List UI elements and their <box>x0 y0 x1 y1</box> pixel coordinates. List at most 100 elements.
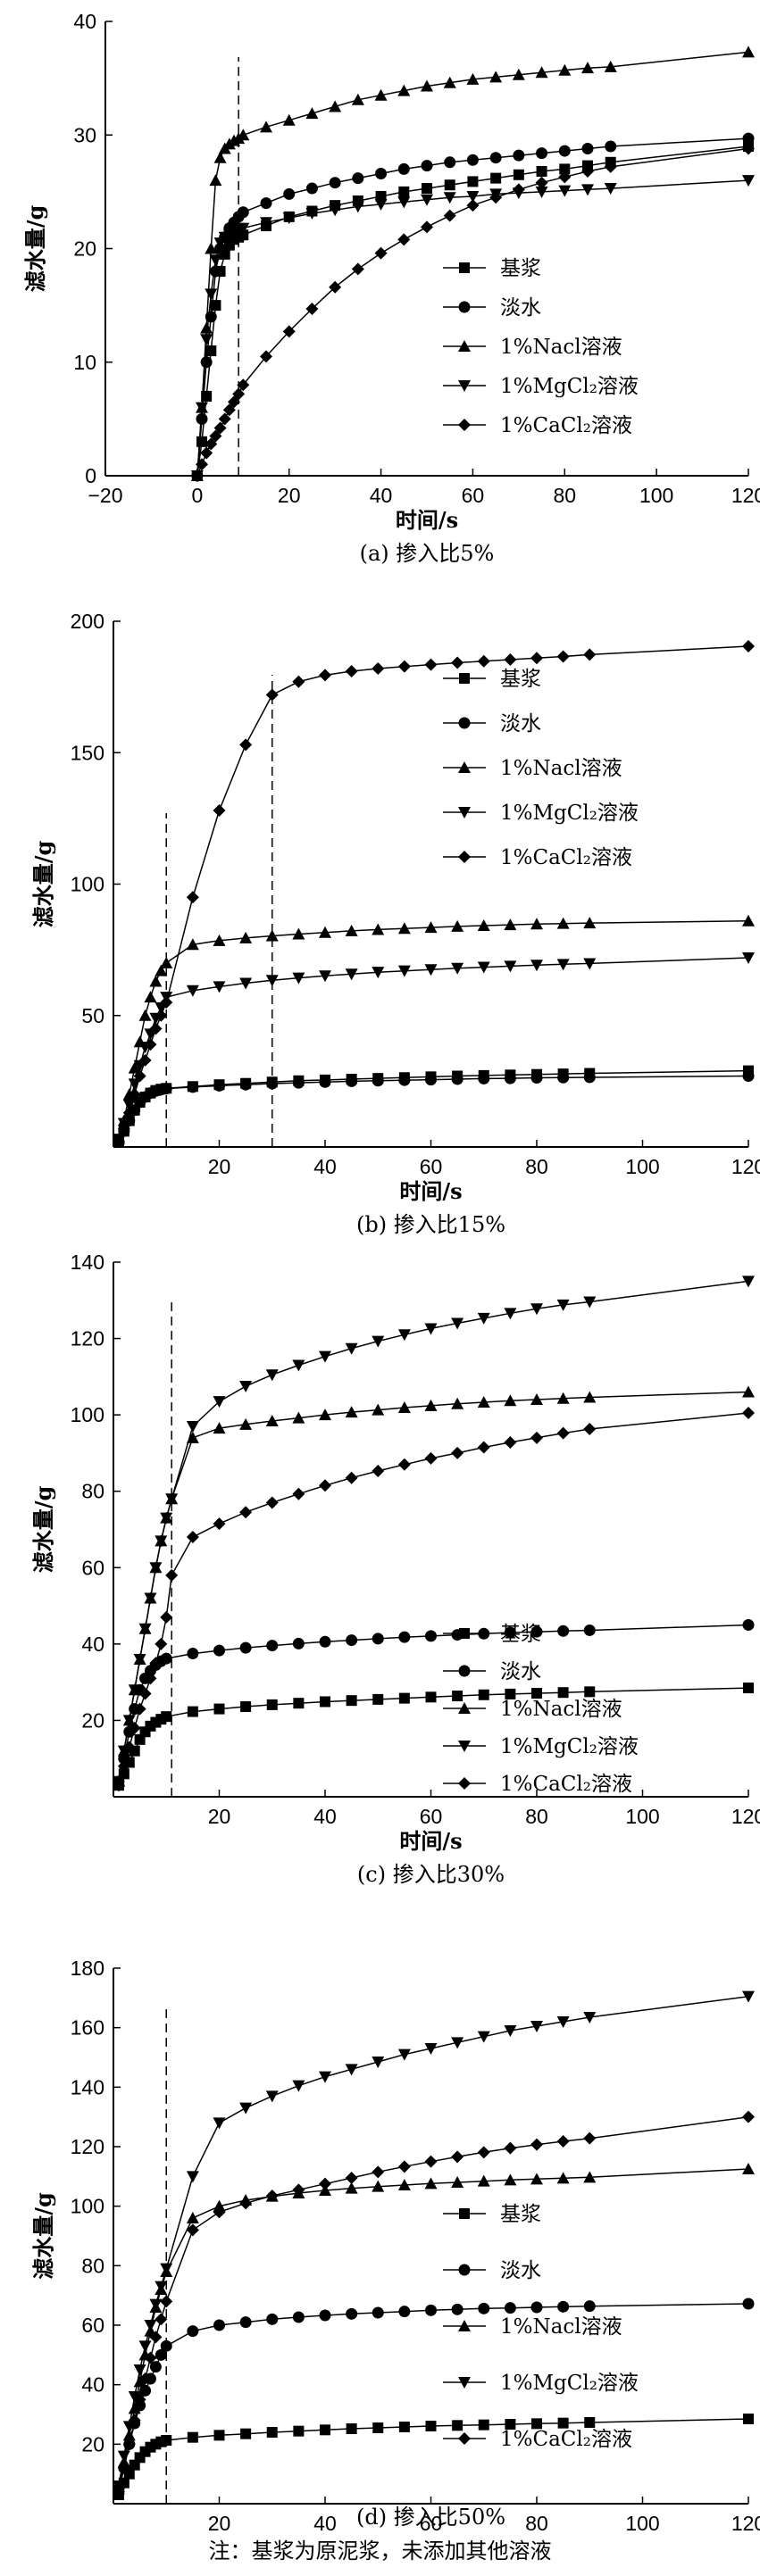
data-point <box>155 964 168 976</box>
data-point <box>742 1069 755 1082</box>
data-point <box>144 1592 157 1605</box>
data-point <box>292 675 305 688</box>
data-point <box>742 914 755 927</box>
data-point <box>556 959 570 971</box>
data-point <box>133 2364 146 2376</box>
x-tick-label: 120 <box>731 484 760 507</box>
data-point <box>374 246 388 260</box>
data-point <box>161 1711 172 1723</box>
data-point <box>292 1487 305 1500</box>
data-point <box>374 198 388 211</box>
data-point <box>556 650 570 663</box>
data-point <box>424 2043 438 2055</box>
data-point <box>265 1369 279 1382</box>
data-point <box>466 199 480 212</box>
series-5 <box>112 1407 755 1792</box>
data-point <box>504 2141 517 2155</box>
data-point <box>149 1657 163 1670</box>
data-point <box>186 891 199 904</box>
data-point <box>149 2331 163 2344</box>
data-point <box>205 437 218 451</box>
data-point <box>149 2361 162 2373</box>
data-point <box>530 1431 543 1444</box>
data-point <box>556 1299 570 1311</box>
legend-label: 1%Nacl溶液 <box>500 1698 622 1721</box>
data-point <box>160 1512 173 1525</box>
data-point <box>144 2351 157 2364</box>
data-point <box>265 2090 279 2103</box>
data-point <box>742 2163 755 2174</box>
data-point <box>421 79 433 92</box>
data-point <box>490 172 502 184</box>
x-tick-label: 20 <box>208 1155 231 1178</box>
x-tick-label: 120 <box>731 1155 760 1178</box>
data-point <box>536 147 548 160</box>
data-point <box>477 654 490 668</box>
data-point <box>451 1317 464 1330</box>
data-point <box>265 975 279 987</box>
data-point <box>583 2171 597 2183</box>
data-point <box>557 1687 569 1699</box>
data-point <box>239 931 253 943</box>
data-point <box>319 1635 331 1648</box>
data-point <box>292 1411 305 1424</box>
data-point <box>260 120 272 133</box>
y-tick-label: 60 <box>81 1556 104 1579</box>
legend-label: 基浆 <box>500 2203 541 2226</box>
data-point <box>160 1652 172 1665</box>
y-tick-label: 10 <box>73 351 96 374</box>
data-point <box>451 2303 464 2315</box>
data-point <box>186 1531 199 1544</box>
data-point <box>292 2311 305 2323</box>
y-tick-label: 180 <box>71 1957 104 1980</box>
series-1 <box>113 1683 754 1791</box>
data-point <box>742 639 755 652</box>
data-point <box>160 1610 173 1624</box>
data-point <box>187 2325 199 2338</box>
data-point <box>583 2300 596 2313</box>
data-point <box>160 2339 172 2352</box>
legend-marker <box>458 1741 471 1752</box>
y-tick-label: 100 <box>71 2195 104 2218</box>
data-point <box>200 321 213 334</box>
x-tick-label: 40 <box>313 1155 337 1178</box>
series-4 <box>190 175 755 482</box>
data-point <box>372 967 385 979</box>
data-point <box>424 1451 438 1465</box>
legend-marker <box>458 2432 471 2445</box>
data-point <box>266 1699 278 1710</box>
data-point <box>213 1079 225 1092</box>
data-point <box>320 2424 330 2436</box>
data-point <box>345 924 358 936</box>
y-tick-label: 20 <box>73 237 96 261</box>
data-point <box>293 1698 305 1709</box>
data-point <box>292 2080 305 2092</box>
series-2 <box>113 2298 755 2495</box>
data-point <box>187 1081 199 1093</box>
x-tick-label: 120 <box>731 1805 760 1828</box>
series-2 <box>113 1618 755 1788</box>
data-point <box>239 1381 253 1393</box>
y-tick-label: 0 <box>85 464 96 487</box>
series-line <box>118 1687 749 1786</box>
data-point <box>372 2165 385 2179</box>
legend-label: 基浆 <box>500 1623 541 1646</box>
data-point <box>558 185 572 197</box>
data-point <box>530 918 543 930</box>
data-point <box>530 652 543 665</box>
data-point <box>478 1689 489 1700</box>
data-point <box>558 63 572 76</box>
x-tick-label: 40 <box>313 1805 337 1828</box>
data-point <box>505 2419 516 2430</box>
data-point <box>556 2135 570 2148</box>
data-point <box>531 1688 542 1699</box>
data-point <box>489 152 502 164</box>
chart-panel-4: 20 40 60 80 100 120 20 40 60 80 100 120 140 160 180 基浆淡… <box>30 1957 760 2531</box>
data-point <box>213 2199 226 2212</box>
data-point <box>742 1276 755 1288</box>
data-point <box>196 412 208 425</box>
data-point <box>443 192 456 204</box>
data-point <box>583 1296 597 1309</box>
data-point <box>160 2295 173 2308</box>
